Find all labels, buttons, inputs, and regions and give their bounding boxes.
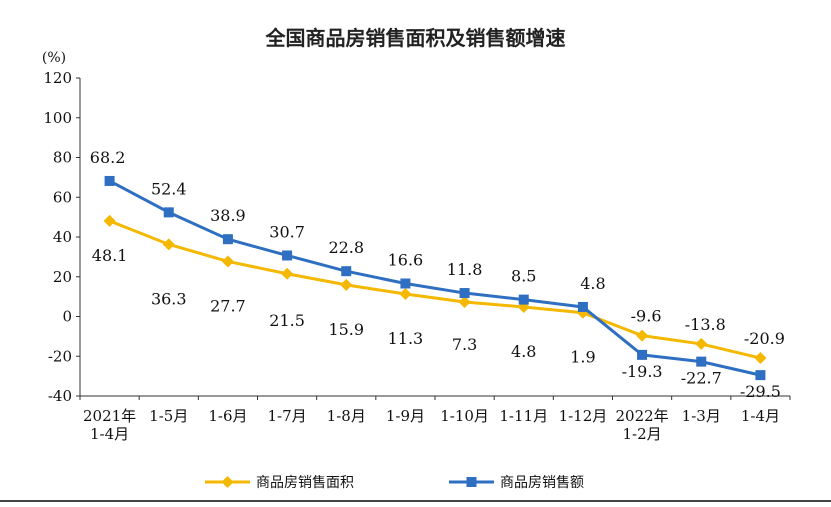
x-tick-label: 1-7月 bbox=[268, 407, 307, 425]
series-line-1 bbox=[109, 219, 761, 360]
data-point bbox=[281, 267, 294, 280]
x-tick-label: 1-11月 bbox=[499, 407, 548, 425]
y-tick-label: 80 bbox=[53, 149, 72, 167]
data-label: -9.6 bbox=[631, 307, 662, 326]
data-label: -29.5 bbox=[740, 382, 781, 401]
data-point bbox=[577, 301, 588, 312]
y-axis-unit: (%) bbox=[42, 50, 66, 66]
data-label: 68.2 bbox=[90, 148, 126, 167]
data-point bbox=[695, 337, 708, 350]
data-point bbox=[162, 238, 175, 251]
data-point bbox=[104, 175, 115, 186]
data-point bbox=[755, 370, 766, 381]
data-label: 11.3 bbox=[388, 329, 424, 348]
data-label: -20.9 bbox=[744, 329, 785, 348]
data-point bbox=[399, 288, 412, 301]
data-point bbox=[103, 214, 116, 227]
y-tick-label: 20 bbox=[53, 268, 72, 286]
x-tick-label: 1-3月 bbox=[682, 407, 721, 425]
legend-label: 商品房销售额 bbox=[500, 475, 584, 491]
data-point bbox=[459, 288, 470, 299]
x-tick-label: 1-4月 bbox=[741, 407, 780, 425]
x-tick-label: 2022年 bbox=[615, 407, 668, 425]
chart-title: 全国商品房销售面积及销售额增速 bbox=[265, 26, 566, 50]
data-point bbox=[518, 294, 529, 305]
x-tick-label: 1-12月 bbox=[559, 407, 608, 425]
y-tick-label: -20 bbox=[48, 347, 72, 365]
data-point bbox=[637, 349, 648, 360]
data-point bbox=[754, 352, 767, 365]
data-point bbox=[163, 207, 174, 218]
data-label: -22.7 bbox=[681, 369, 722, 388]
data-label: 48.1 bbox=[92, 246, 128, 265]
data-label: -19.3 bbox=[622, 362, 663, 381]
x-tick-label: 1-10月 bbox=[440, 407, 489, 425]
data-label: 4.8 bbox=[580, 274, 605, 293]
data-label: 22.8 bbox=[328, 238, 364, 257]
data-point bbox=[282, 250, 293, 261]
y-tick-label: 100 bbox=[43, 109, 72, 127]
data-label: 30.7 bbox=[269, 222, 305, 241]
y-tick-label: -40 bbox=[48, 387, 72, 405]
x-tick-label: 1-5月 bbox=[149, 407, 188, 425]
x-tick-label: 1-4月 bbox=[90, 425, 129, 443]
data-label: 15.9 bbox=[328, 320, 364, 339]
data-label: 1.9 bbox=[570, 348, 595, 367]
x-tick-label: 2021年 bbox=[83, 407, 136, 425]
data-label: 4.8 bbox=[511, 342, 536, 361]
series-line-2 bbox=[108, 179, 761, 377]
data-label: 27.7 bbox=[210, 296, 246, 315]
y-tick-label: 0 bbox=[62, 308, 72, 326]
data-label: 7.3 bbox=[452, 335, 477, 354]
data-point bbox=[696, 356, 707, 367]
data-point bbox=[400, 278, 411, 289]
data-point bbox=[221, 255, 234, 268]
y-tick-label: 120 bbox=[43, 69, 72, 87]
x-tick-label: 1-6月 bbox=[208, 407, 247, 425]
data-point bbox=[458, 295, 471, 308]
data-point bbox=[340, 278, 353, 291]
data-label: 36.3 bbox=[151, 289, 187, 308]
y-tick-label: 60 bbox=[53, 188, 72, 206]
x-tick-label: 1-2月 bbox=[623, 425, 662, 443]
data-label: 52.4 bbox=[151, 179, 187, 198]
data-point bbox=[222, 234, 233, 245]
legend-label: 商品房销售面积 bbox=[256, 475, 354, 491]
bottom-divider bbox=[0, 500, 831, 502]
data-label: 11.8 bbox=[447, 260, 483, 279]
x-tick-label: 1-8月 bbox=[327, 407, 366, 425]
data-label: 21.5 bbox=[269, 311, 305, 330]
x-tick-label: 1-9月 bbox=[386, 407, 425, 425]
data-point bbox=[341, 266, 352, 277]
data-label: 8.5 bbox=[511, 267, 536, 286]
legend-marker bbox=[221, 476, 234, 488]
y-tick-label: 40 bbox=[53, 228, 72, 246]
data-label: 38.9 bbox=[210, 206, 246, 225]
data-label: -13.8 bbox=[685, 315, 726, 334]
data-point bbox=[636, 329, 649, 342]
data-label: 16.6 bbox=[388, 251, 424, 270]
legend-marker bbox=[466, 477, 477, 487]
